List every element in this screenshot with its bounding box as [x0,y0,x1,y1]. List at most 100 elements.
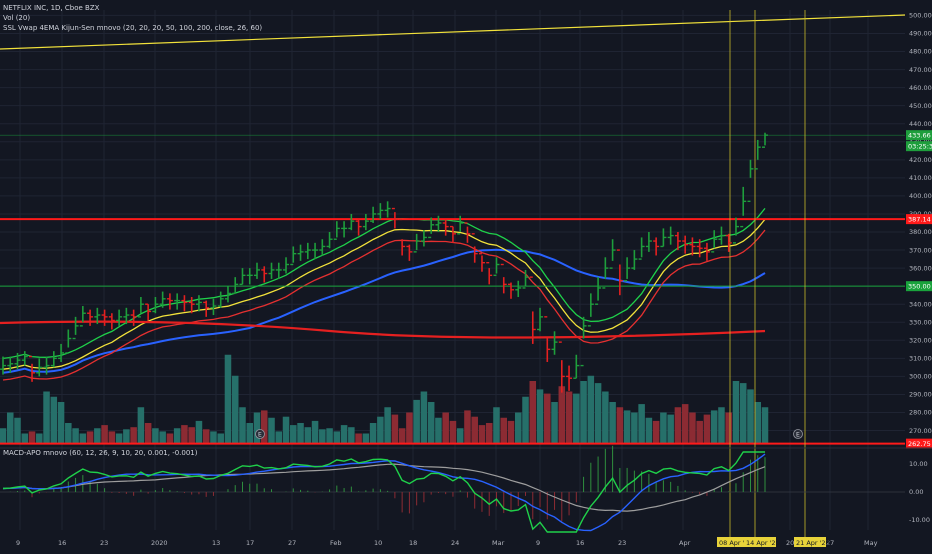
volume-bar [14,417,21,444]
price-tick-label: 460.00 [909,84,932,92]
time-tick-label: 10 [374,539,382,547]
volume-bar [580,381,587,444]
volume-bar [732,381,740,444]
earnings-marker [793,429,803,439]
volume-bar [152,428,159,444]
volume-bar [355,433,362,444]
level-bottom-label-bg [906,438,932,449]
time-tick-label: 9 [16,539,20,547]
volume-bar [202,429,210,444]
volume-bar [638,404,645,444]
volume-bar [79,433,87,444]
band-lower-line [2,229,766,381]
price-tick-label: 450.00 [909,102,932,110]
volume-bar [681,404,689,444]
date-highlight-2: 14 Apr '20 [746,539,780,547]
level-upper-label: 387.14 [908,215,931,223]
volume-bar [50,396,58,444]
volume-bar [406,412,413,444]
price-tick-label: 420.00 [909,156,932,164]
time-tick-label: Mar [492,539,505,547]
volume-bar [224,354,232,444]
volume-bar [754,402,762,444]
volume-bar [391,414,399,444]
volume-bar [195,420,203,444]
price-tick-label: 410.00 [909,174,932,182]
symbol-legend[interactable]: NETFLIX INC, 1D, Cboe BZX [3,4,100,12]
volume-bar [609,402,616,444]
volume-bar [602,391,609,444]
volume-bar [260,410,268,444]
volume-bar [6,412,14,444]
price-tick-label: 280.00 [909,409,932,417]
volume-bar [43,391,50,444]
volume-bar [464,410,471,444]
volume-bar [311,420,319,444]
volume-bar [72,428,79,444]
volume-bar [188,427,195,444]
volume-bar [442,412,449,444]
volume-bar [246,423,254,444]
volume-bar [725,412,732,444]
volume-bar [108,431,116,444]
price-tick-label: 310.00 [909,355,932,363]
volume-bar [645,417,653,444]
time-tick-label: Feb [330,539,342,547]
date-highlight-1: 08 Apr '20 [719,539,753,547]
macd-tick-label: -10.00 [909,516,930,524]
level-upper-label-bg [906,214,932,225]
volume-bar [507,420,515,444]
volume-bar [319,429,326,444]
volume-bar [558,386,566,444]
volume-bar [86,431,94,444]
volume-bar [689,412,696,444]
volume-bar [623,410,631,444]
long-term-red-line [0,320,766,339]
countdown-label: 03:25:30 [908,142,932,150]
price-tick-label: 320.00 [909,337,932,345]
macd-legend[interactable]: MACD-APO mnovo (60, 12, 26, 9, 10, 20, 0… [3,449,198,457]
price-tick-label: 470.00 [909,66,932,74]
volume-legend[interactable]: Vol (20) [3,14,31,22]
volume-bar [703,414,711,444]
indicator-legend[interactable]: SSL Vwap 4EMA Kijun-Sen mnovo (20, 20, 2… [3,24,263,32]
volume-bar [631,412,638,444]
volume-bar [522,396,529,444]
macd-tick-label: 10.00 [909,460,928,468]
volume-bar [231,375,239,444]
volume-bar [587,375,595,444]
volume-bar [471,416,478,444]
volume-bar [94,428,101,444]
time-tick-label: 16 [58,539,66,547]
volume-bar [398,428,406,444]
time-tick-label: 18 [409,539,417,547]
price-tick-label: 400.00 [909,192,932,200]
level-lower-label-bg [906,281,932,292]
volume-bar [449,420,457,444]
band-mid-line [2,218,766,370]
band-upper-line [2,207,766,360]
time-tick-label: 20 [786,539,794,547]
level-lower-label: 350.00 [908,282,931,290]
volume-bar [326,428,333,444]
time-tick-label: 24 [451,539,459,547]
countdown-label-bg [906,141,932,152]
time-tick-label: 27 [288,539,296,547]
volume-bar [239,407,246,444]
time-tick-label: 23 [618,539,626,547]
time-tick-label: 16 [576,539,584,547]
volume-bar [57,402,65,444]
volume-bar [435,417,442,444]
volume-bar [173,428,181,444]
volume-bar [536,389,544,444]
earnings-marker [255,429,265,439]
volume-bar [101,425,108,444]
macd-slow-line [2,463,766,512]
date-highlight-3-bg [794,537,826,547]
volume-bar [667,414,674,444]
volume-bar [21,433,29,444]
date-highlight-3: 21 Apr '20 [796,539,830,547]
price-tick-label: 340.00 [909,300,932,308]
